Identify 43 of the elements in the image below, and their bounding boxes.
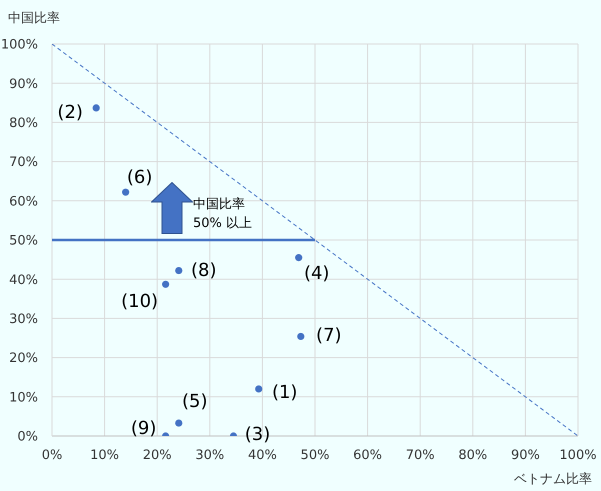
- annotation: (6): [126, 167, 152, 188]
- x-tick-label: 100%: [559, 448, 597, 464]
- point: [255, 385, 262, 393]
- annotation: (2): [57, 102, 83, 123]
- x-tick-label: 20%: [142, 448, 172, 464]
- y-tick-label: 80%: [9, 116, 38, 132]
- point: [175, 266, 182, 274]
- x-tick-label: 60%: [353, 448, 382, 464]
- x-axis-title: ベトナム比率: [514, 471, 592, 488]
- point: [92, 104, 100, 112]
- point: [295, 254, 302, 262]
- annotation: (5): [182, 391, 208, 412]
- x-tick-label: 70%: [406, 448, 435, 464]
- y-axis-title: 中国比率: [8, 10, 60, 27]
- x-tick-label: 0%: [42, 448, 62, 464]
- y-tick-label: 20%: [9, 351, 38, 366]
- y-tick-label: 0%: [17, 430, 38, 445]
- annotation: (10): [121, 291, 158, 312]
- x-tick-label: 10%: [90, 448, 120, 464]
- annotation: (9): [130, 418, 156, 439]
- point: [122, 188, 130, 196]
- point: [162, 280, 170, 288]
- x-tick-label: 50%: [300, 448, 330, 464]
- y-tick-label: 30%: [9, 312, 38, 328]
- annotation: (3): [244, 424, 270, 445]
- annotation: 中国比率 50% 以上: [193, 196, 252, 233]
- x-tick-label: 40%: [248, 448, 277, 464]
- point: [297, 332, 304, 340]
- annotation: (4): [304, 262, 330, 284]
- y-tick-label: 60%: [9, 194, 38, 210]
- y-tick-label: 10%: [9, 390, 38, 406]
- y-tick-label: 50%: [9, 234, 38, 249]
- y-tick-label: 70%: [9, 155, 38, 170]
- y-tick-label: 100%: [0, 38, 38, 53]
- annotation: (1): [272, 382, 298, 403]
- x-tick-label: 80%: [458, 448, 488, 464]
- x-tick-label: 30%: [195, 448, 224, 464]
- annotation: (8): [191, 260, 217, 281]
- y-tick-label: 40%: [9, 272, 38, 288]
- y-tick-label: 90%: [9, 76, 38, 92]
- point: [175, 419, 182, 427]
- annotation: (7): [316, 325, 342, 346]
- x-tick-label: 90%: [510, 448, 540, 464]
